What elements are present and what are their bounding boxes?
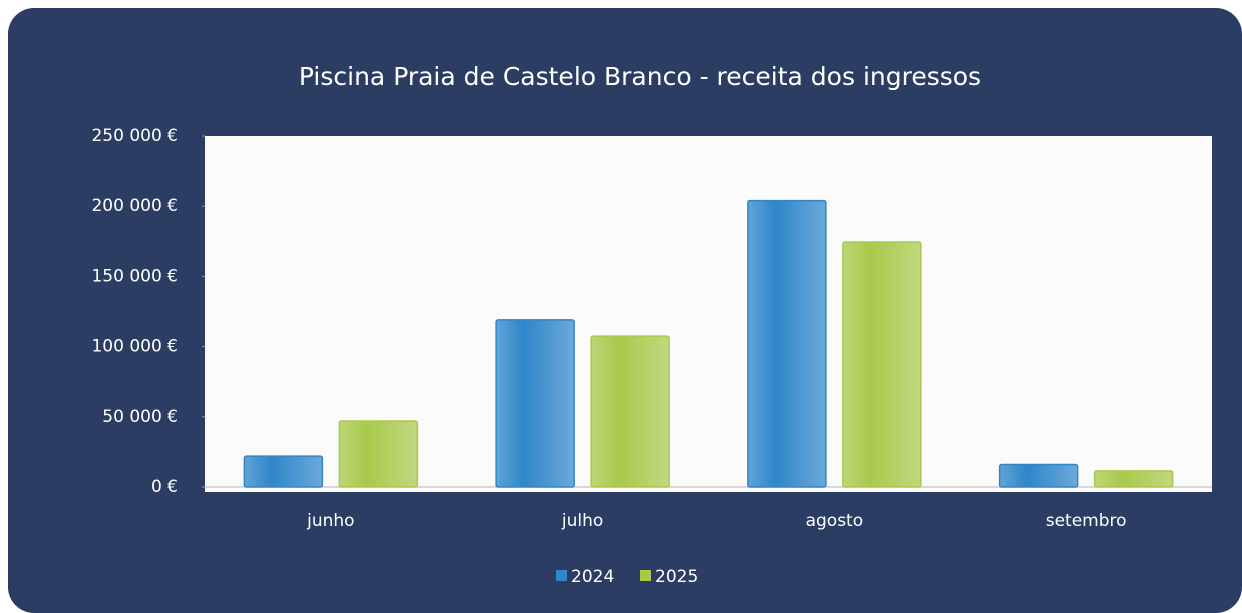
bar: [495, 319, 575, 488]
bar: [243, 455, 324, 488]
legend-label: 2025: [655, 567, 698, 587]
bar: [842, 241, 922, 488]
x-tick-label: agosto: [806, 511, 864, 531]
bar: [1093, 470, 1174, 488]
y-tick-label: 200 000 €: [91, 196, 178, 216]
y-tick-label: 100 000 €: [91, 337, 178, 357]
y-tick-label: 0 €: [151, 477, 178, 497]
y-tick-label: 50 000 €: [102, 407, 178, 427]
bar: [590, 335, 670, 488]
bar: [338, 420, 419, 488]
chart-title: Piscina Praia de Castelo Branco - receit…: [299, 62, 981, 91]
legend-swatch: [556, 570, 567, 581]
x-tick-label: junho: [306, 511, 354, 531]
x-tick-label: julho: [561, 511, 603, 531]
y-tick-label: 250 000 €: [91, 126, 178, 146]
y-tick-label: 150 000 €: [91, 266, 178, 286]
x-tick-label: setembro: [1046, 511, 1127, 531]
bar: [998, 463, 1079, 488]
bar: [747, 199, 827, 488]
legend-swatch: [640, 570, 651, 581]
legend-label: 2024: [571, 567, 614, 587]
